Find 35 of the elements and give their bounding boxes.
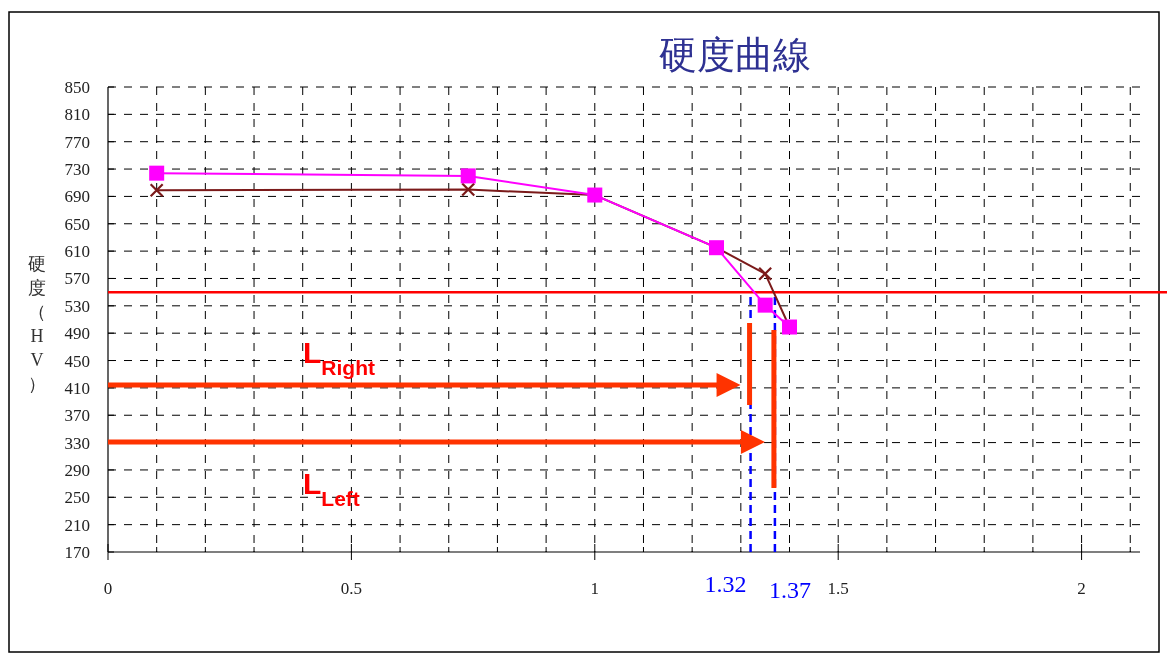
x-tick-label: 1.5 <box>827 579 849 598</box>
ref-line-label: 1.32 <box>704 571 747 597</box>
y-tick-label: 450 <box>64 351 90 371</box>
y-tick-label: 570 <box>64 269 90 289</box>
y-axis-title: 硬度（HV） <box>28 254 46 394</box>
x-tick-label: 2 <box>1077 579 1086 598</box>
y-tick-label: 170 <box>64 543 90 562</box>
x-tick-label: 1 <box>590 579 600 598</box>
y-tick-label: 810 <box>64 105 90 125</box>
chart-title: 硬度曲線 <box>659 34 811 76</box>
y-tick-label: 730 <box>64 160 90 180</box>
y-tick-label: 530 <box>64 296 90 316</box>
annotation: L$_{Right}$ <box>303 336 375 379</box>
point <box>757 297 773 313</box>
y-tick-label: 330 <box>64 433 90 453</box>
y-tick-label: 210 <box>64 515 90 535</box>
ref-line-label: 1.37 <box>768 577 811 603</box>
y-tick-label: 610 <box>64 242 90 262</box>
point <box>149 183 164 198</box>
point <box>758 266 773 281</box>
point <box>461 182 476 197</box>
y-tick-label: 690 <box>64 187 90 207</box>
annotation: L$_{Left}$ <box>303 467 360 510</box>
y-tick-label: 410 <box>64 378 90 398</box>
x-tick-label: 0.5 <box>340 579 363 598</box>
y-tick-label: 250 <box>64 488 90 508</box>
y-tick-label: 370 <box>64 406 90 426</box>
y-tick-label: 650 <box>64 214 90 234</box>
x-tick-label: 0 <box>103 579 113 598</box>
point <box>460 168 476 184</box>
y-tick-label: 490 <box>64 324 90 344</box>
y-tick-label: 770 <box>64 132 90 152</box>
y-tick-label: 850 <box>64 78 90 97</box>
y-tick-label: 290 <box>64 460 90 480</box>
point <box>149 165 165 181</box>
